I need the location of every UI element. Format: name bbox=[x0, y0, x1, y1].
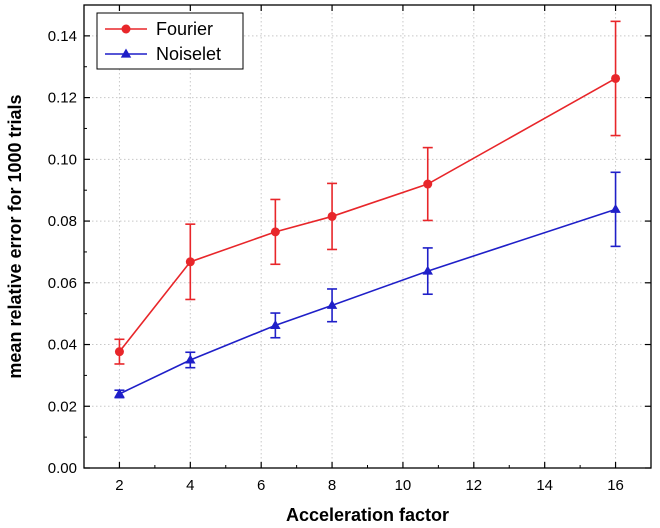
y-axis-title: mean relative error for 1000 trials bbox=[5, 94, 25, 378]
x-tick-label: 8 bbox=[328, 477, 336, 494]
legend-box bbox=[96, 12, 244, 70]
y-axis: 0.00 0.02 0.04 0.06 0.08 0.10 0.12 0.14 bbox=[48, 28, 651, 477]
y-tick-label: 0.08 bbox=[48, 213, 77, 230]
x-tick-label: 10 bbox=[395, 477, 412, 494]
x-tick-label: 12 bbox=[465, 477, 482, 494]
data-point bbox=[185, 257, 195, 267]
data-point bbox=[326, 299, 338, 309]
data-point bbox=[114, 388, 125, 398]
data-point bbox=[114, 347, 124, 357]
y-tick-label: 0.02 bbox=[48, 398, 77, 415]
legend-label-fourier: Fourier bbox=[156, 19, 213, 39]
legend: Fourier Noiselet bbox=[96, 12, 244, 70]
data-point bbox=[610, 203, 621, 213]
x-tick-label: 4 bbox=[186, 477, 194, 494]
data-point bbox=[270, 227, 280, 237]
series-noiselet bbox=[114, 171, 621, 399]
x-tick-label: 2 bbox=[115, 477, 123, 494]
x-axis-title: Acceleration factor bbox=[286, 505, 449, 525]
grid bbox=[84, 5, 651, 468]
series-line bbox=[119, 208, 616, 395]
legend-marker-fourier bbox=[121, 24, 131, 34]
y-tick-label: 0.14 bbox=[48, 28, 77, 45]
data-point bbox=[270, 319, 281, 329]
x-tick-label: 16 bbox=[607, 477, 624, 494]
x-tick-label: 6 bbox=[257, 477, 265, 494]
series-line bbox=[118, 77, 616, 353]
plot-area bbox=[83, 4, 652, 469]
data-point bbox=[422, 265, 433, 275]
series-layer bbox=[114, 20, 621, 399]
legend-marker-noiselet bbox=[120, 48, 132, 58]
series-fourier bbox=[114, 20, 621, 365]
data-point bbox=[423, 179, 433, 189]
x-axis: 2 4 6 8 10 12 14 16 bbox=[83, 5, 652, 494]
y-tick-label: 0.12 bbox=[48, 90, 77, 107]
legend-label-noiselet: Noiselet bbox=[156, 44, 221, 64]
y-tick-label: 0.04 bbox=[48, 337, 77, 354]
y-tick-label: 0.06 bbox=[48, 275, 77, 292]
data-point bbox=[185, 354, 196, 364]
data-point bbox=[327, 211, 337, 221]
y-tick-label: 0.10 bbox=[48, 151, 77, 168]
x-tick-label: 14 bbox=[536, 477, 553, 494]
y-tick-label: 0.00 bbox=[48, 460, 77, 477]
data-point bbox=[611, 73, 621, 83]
